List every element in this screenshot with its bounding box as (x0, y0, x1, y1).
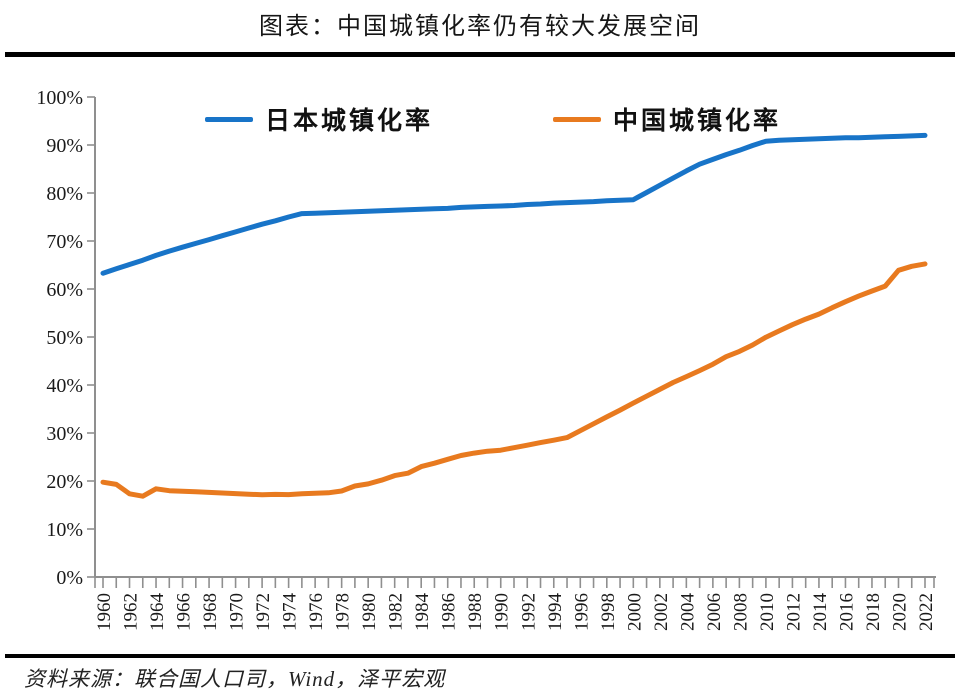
svg-text:1982: 1982 (386, 593, 407, 631)
axes (94, 97, 936, 578)
svg-text:1980: 1980 (359, 593, 380, 631)
svg-text:2016: 2016 (836, 593, 857, 631)
axis-ticks (87, 96, 935, 588)
svg-text:2022: 2022 (916, 593, 937, 631)
svg-text:1992: 1992 (518, 593, 539, 631)
svg-text:40%: 40% (46, 375, 83, 397)
series-lines (100, 132, 928, 499)
svg-text:1990: 1990 (492, 593, 513, 631)
divider-bottom (5, 654, 955, 658)
chart-area: 0% 10% 20% 30% 40% 50% 60% 70% 80% 90% 100% 1960 196… (36, 87, 937, 631)
svg-text:1984: 1984 (412, 593, 433, 632)
svg-text:60%: 60% (46, 279, 83, 301)
svg-text:1974: 1974 (280, 593, 301, 632)
svg-text:2012: 2012 (783, 593, 804, 631)
divider-top (5, 52, 955, 57)
svg-text:2014: 2014 (810, 593, 831, 632)
svg-text:2004: 2004 (677, 593, 698, 632)
svg-text:2018: 2018 (863, 593, 884, 631)
svg-text:1966: 1966 (174, 593, 195, 631)
svg-text:1998: 1998 (598, 593, 619, 631)
svg-text:2010: 2010 (757, 593, 778, 631)
axis-labels: 0% 10% 20% 30% 40% 50% 60% 70% 80% 90% 100% 1960 196… (36, 87, 937, 631)
svg-text:100%: 100% (36, 87, 83, 109)
svg-text:1972: 1972 (253, 593, 274, 631)
svg-text:1994: 1994 (545, 593, 566, 632)
svg-text:1962: 1962 (121, 593, 142, 631)
svg-text:0%: 0% (56, 567, 83, 589)
svg-text:80%: 80% (46, 183, 83, 205)
svg-text:2000: 2000 (624, 593, 645, 631)
svg-text:1960: 1960 (94, 593, 115, 631)
svg-text:1988: 1988 (465, 593, 486, 631)
svg-text:2006: 2006 (704, 593, 725, 631)
svg-text:90%: 90% (46, 135, 83, 157)
svg-text:50%: 50% (46, 327, 83, 349)
svg-text:2020: 2020 (889, 593, 910, 631)
source-note: 资料来源：联合国人口司，Wind，泽平宏观 (24, 667, 446, 691)
chart-title: 图表：中国城镇化率仍有较大发展空间 (259, 14, 701, 40)
svg-text:1964: 1964 (147, 593, 168, 632)
series-line-1 (100, 261, 928, 499)
svg-text:1996: 1996 (571, 593, 592, 631)
svg-text:30%: 30% (46, 423, 83, 445)
svg-text:1968: 1968 (200, 593, 221, 631)
svg-text:10%: 10% (46, 519, 83, 541)
svg-text:1986: 1986 (439, 593, 460, 631)
svg-text:1970: 1970 (227, 593, 248, 631)
svg-text:20%: 20% (46, 471, 83, 493)
series-line-0 (100, 132, 928, 276)
svg-text:1978: 1978 (333, 593, 354, 631)
svg-text:1976: 1976 (306, 593, 327, 631)
chart-canvas: 0% 10% 20% 30% 40% 50% 60% 70% 80% 90% 100% 1960 196… (36, 87, 937, 631)
svg-text:2002: 2002 (651, 593, 672, 631)
svg-text:70%: 70% (46, 231, 83, 253)
svg-text:2008: 2008 (730, 593, 751, 631)
